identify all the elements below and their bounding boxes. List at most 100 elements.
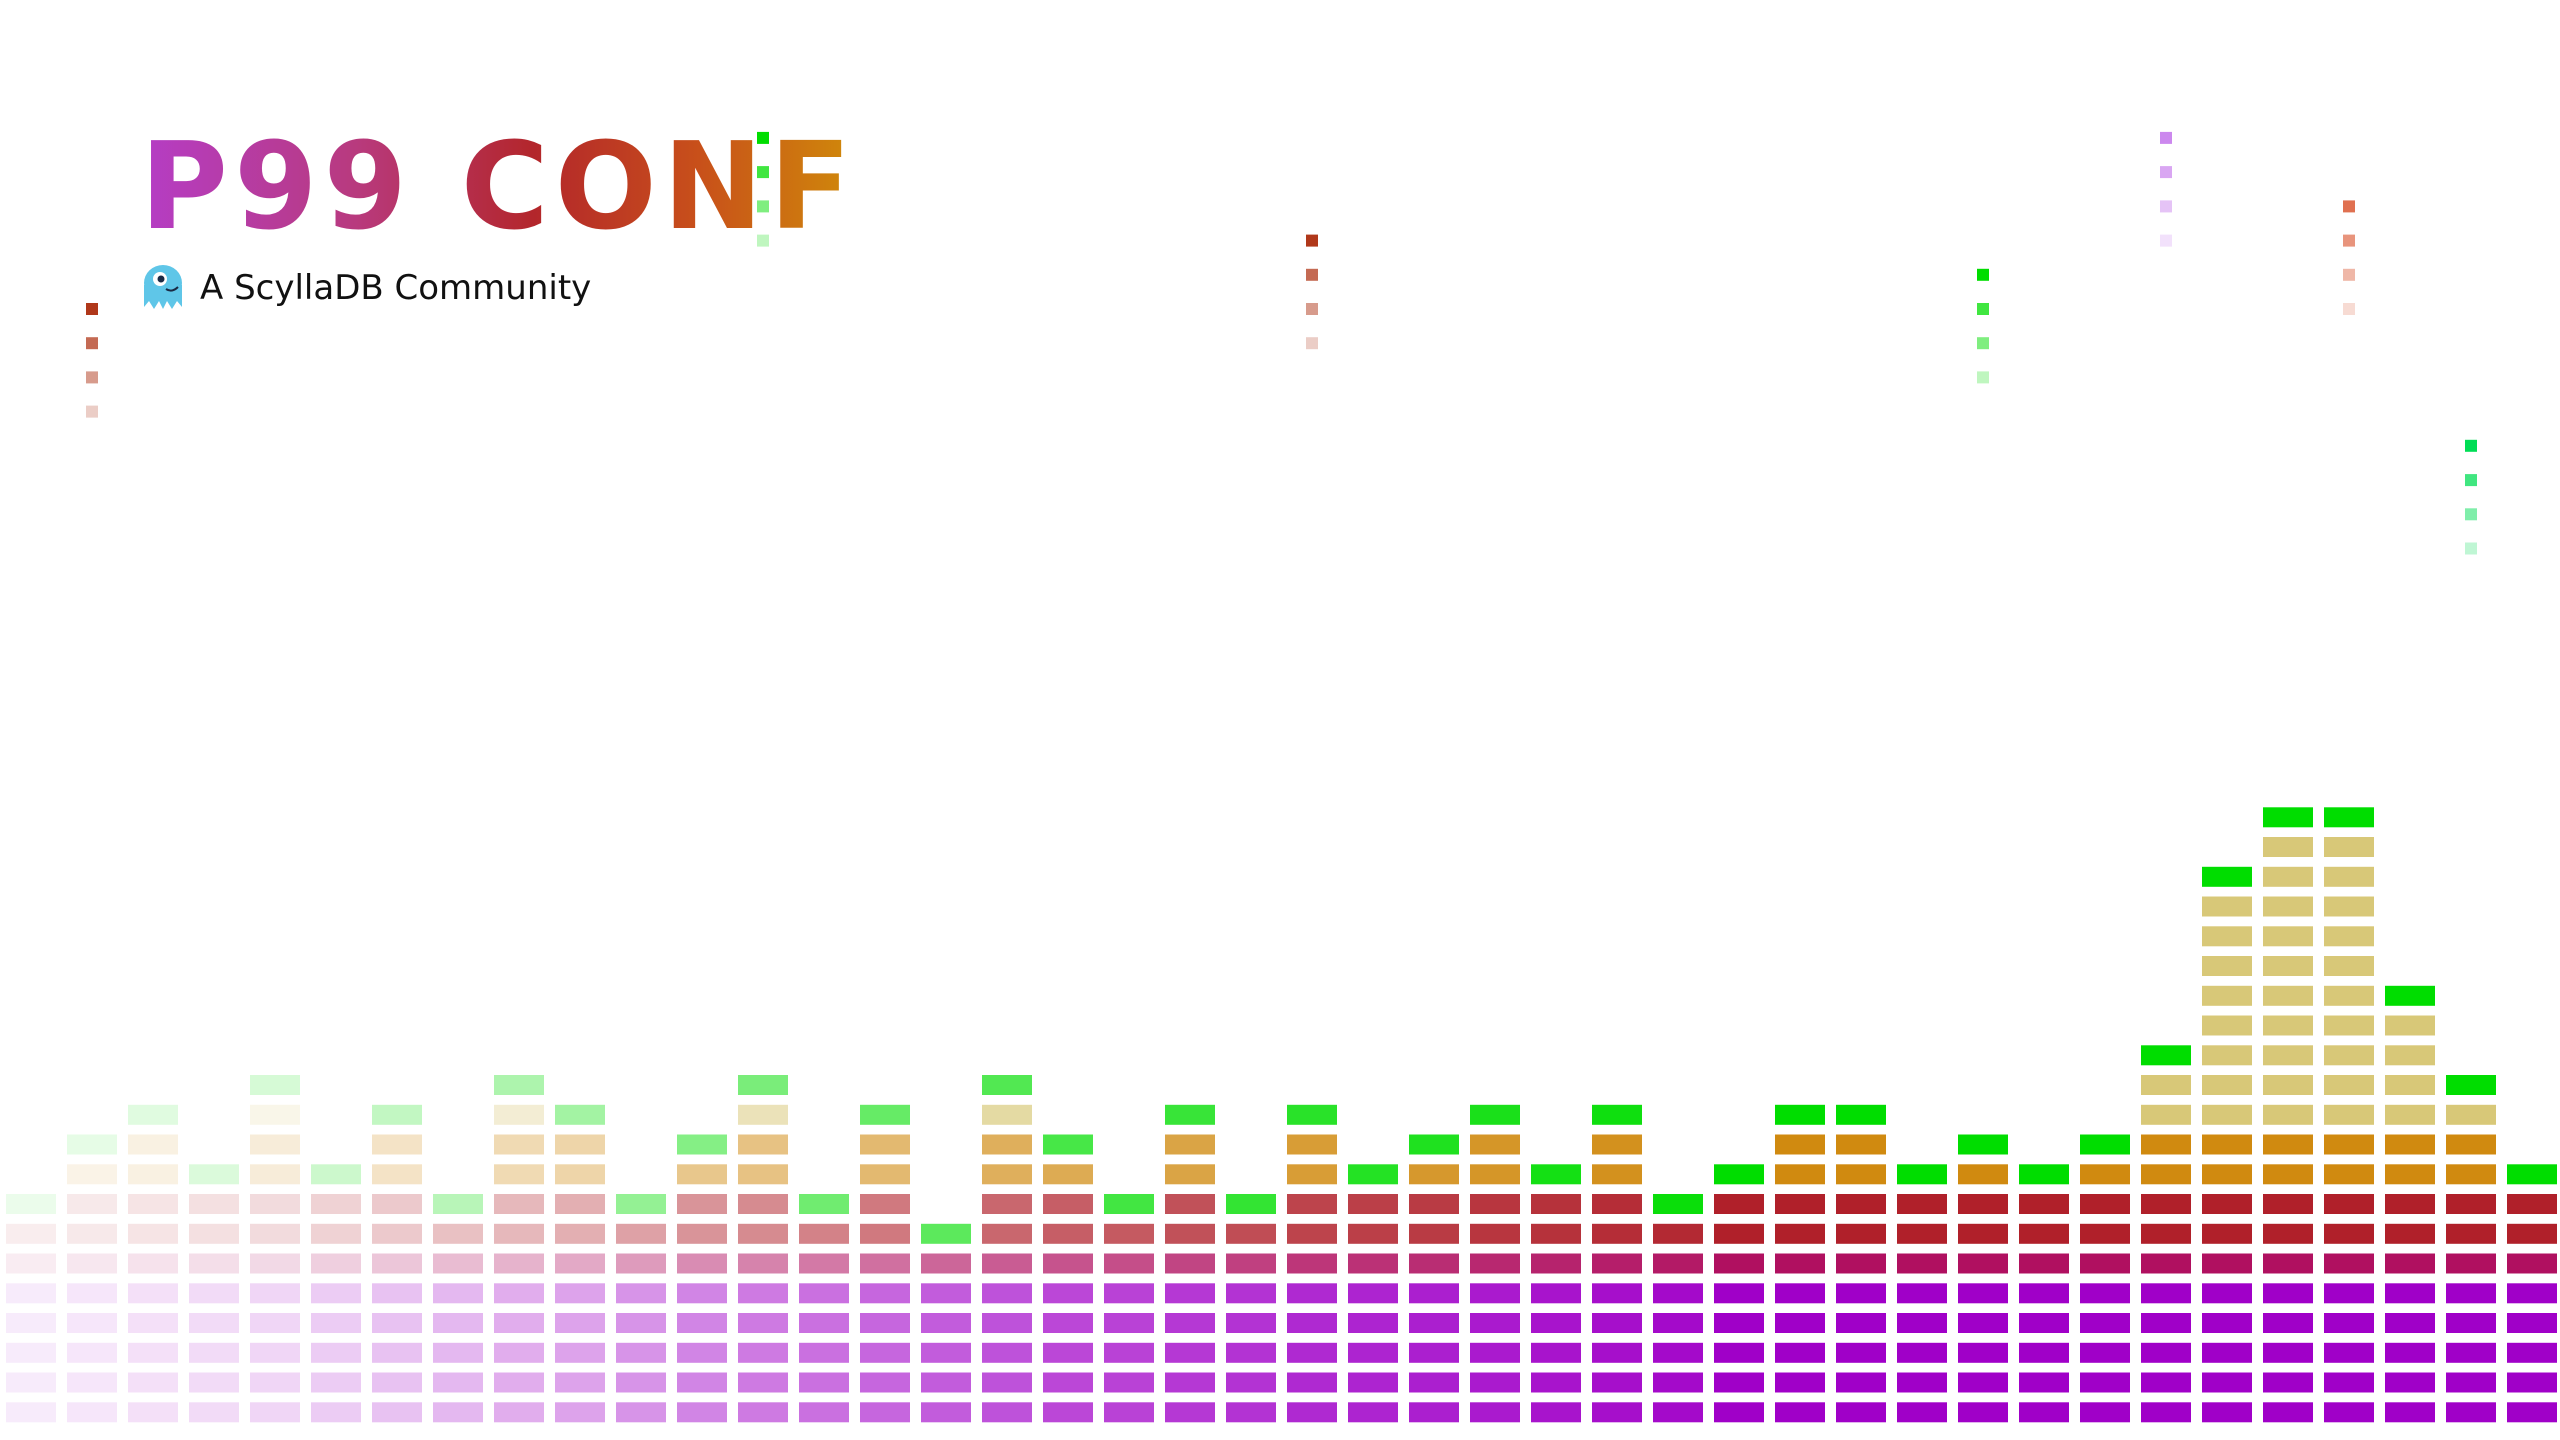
equalizer-segment [6, 1283, 56, 1304]
equalizer-segment [2202, 1015, 2252, 1036]
falling-particle [2343, 234, 2355, 247]
equalizer-segment [1592, 1253, 1642, 1274]
equalizer-segment [1043, 1402, 1093, 1423]
equalizer-segment [1043, 1313, 1093, 1333]
equalizer-segment [1836, 1223, 1886, 1244]
equalizer-segment [1104, 1253, 1154, 1274]
equalizer-segment [311, 1342, 361, 1363]
equalizer-segment [494, 1104, 544, 1125]
equalizer-segment [494, 1223, 544, 1244]
equalizer-segment [2385, 1253, 2435, 1274]
equalizer-segment [2080, 1283, 2130, 1304]
equalizer-segment [1775, 1372, 1825, 1393]
equalizer-segment [372, 1134, 422, 1155]
equalizer-segment [2263, 926, 2313, 947]
equalizer-segment [1531, 1194, 1581, 1214]
equalizer-segment [6, 1402, 56, 1423]
equalizer-segment [2080, 1342, 2130, 1363]
equalizer-segment [2202, 1134, 2252, 1155]
equalizer-segment [1714, 1402, 1764, 1423]
equalizer-segment [1043, 1164, 1093, 1185]
equalizer-segment [1714, 1283, 1764, 1304]
equalizer-segment [1958, 1164, 2008, 1185]
equalizer-segment [372, 1402, 422, 1423]
equalizer-segment [1958, 1223, 2008, 1244]
equalizer-segment [1104, 1372, 1154, 1393]
equalizer-segment [1653, 1313, 1703, 1333]
equalizer-segment [1531, 1342, 1581, 1363]
equalizer-segment [2263, 1283, 2313, 1304]
equalizer-segment [6, 1372, 56, 1393]
equalizer-segment [1592, 1372, 1642, 1393]
equalizer-segment [738, 1342, 788, 1363]
equalizer-segment [1104, 1283, 1154, 1304]
equalizer-segment [1836, 1283, 1886, 1304]
equalizer-segment [1592, 1194, 1642, 1214]
falling-particle [1306, 234, 1318, 247]
equalizer-segment [616, 1342, 666, 1363]
equalizer-segment [2263, 1402, 2313, 1423]
equalizer-segment [2019, 1223, 2069, 1244]
equalizer-peak-segment [1775, 1104, 1825, 1125]
equalizer-segment [1409, 1194, 1459, 1214]
equalizer-segment [982, 1104, 1032, 1125]
falling-particle [2160, 131, 2172, 144]
equalizer-segment [2263, 1342, 2313, 1363]
equalizer-segment [2202, 1342, 2252, 1363]
equalizer-segment [2263, 1075, 2313, 1095]
equalizer-peak-segment [738, 1075, 788, 1095]
equalizer-segment [2385, 1104, 2435, 1125]
equalizer-segment [2324, 896, 2374, 917]
equalizer-segment [1897, 1342, 1947, 1363]
equalizer-segment [2446, 1223, 2496, 1244]
equalizer-segment [2385, 1134, 2435, 1155]
equalizer-segment [677, 1313, 727, 1333]
equalizer-segment [1287, 1342, 1337, 1363]
equalizer-segment [2507, 1402, 2557, 1423]
equalizer-segment [2385, 1313, 2435, 1333]
equalizer-segment [2141, 1313, 2191, 1333]
equalizer-peak-segment [2385, 985, 2435, 1006]
equalizer-segment [372, 1283, 422, 1304]
equalizer-peak-segment [311, 1164, 361, 1185]
equalizer-segment [738, 1164, 788, 1185]
equalizer-segment [1958, 1372, 2008, 1393]
equalizer-segment [799, 1283, 849, 1304]
equalizer-segment [2141, 1283, 2191, 1304]
equalizer-segment [2080, 1372, 2130, 1393]
equalizer-segment [1409, 1402, 1459, 1423]
equalizer-segment [1897, 1402, 1947, 1423]
equalizer-segment [1287, 1283, 1337, 1304]
equalizer-segment [2324, 1223, 2374, 1244]
equalizer-segment [250, 1194, 300, 1214]
equalizer-peak-segment [1592, 1104, 1642, 1125]
equalizer-segment [1836, 1164, 1886, 1185]
equalizer-segment [494, 1402, 544, 1423]
equalizer-segment [860, 1134, 910, 1155]
equalizer-segment [1775, 1283, 1825, 1304]
equalizer-segment [1470, 1253, 1520, 1274]
equalizer-segment [2446, 1164, 2496, 1185]
equalizer-segment [250, 1164, 300, 1185]
equalizer-segment [1653, 1372, 1703, 1393]
equalizer-segment [1592, 1283, 1642, 1304]
equalizer-segment [860, 1313, 910, 1333]
equalizer-segment [921, 1253, 971, 1274]
equalizer-segment [616, 1223, 666, 1244]
equalizer-segment [1653, 1342, 1703, 1363]
equalizer-segment [1897, 1223, 1947, 1244]
equalizer-peak-segment [372, 1104, 422, 1125]
equalizer-peak-segment [6, 1194, 56, 1214]
equalizer-segment [1165, 1402, 1215, 1423]
equalizer-peak-segment [1836, 1104, 1886, 1125]
equalizer-segment [1104, 1313, 1154, 1333]
equalizer-segment [2385, 1402, 2435, 1423]
falling-particle [86, 303, 98, 315]
equalizer-segment [1470, 1194, 1520, 1214]
equalizer-segment [1592, 1313, 1642, 1333]
equalizer-segment [494, 1194, 544, 1214]
equalizer-segment [250, 1283, 300, 1304]
equalizer-segment [67, 1164, 117, 1185]
equalizer-segment [1775, 1194, 1825, 1214]
